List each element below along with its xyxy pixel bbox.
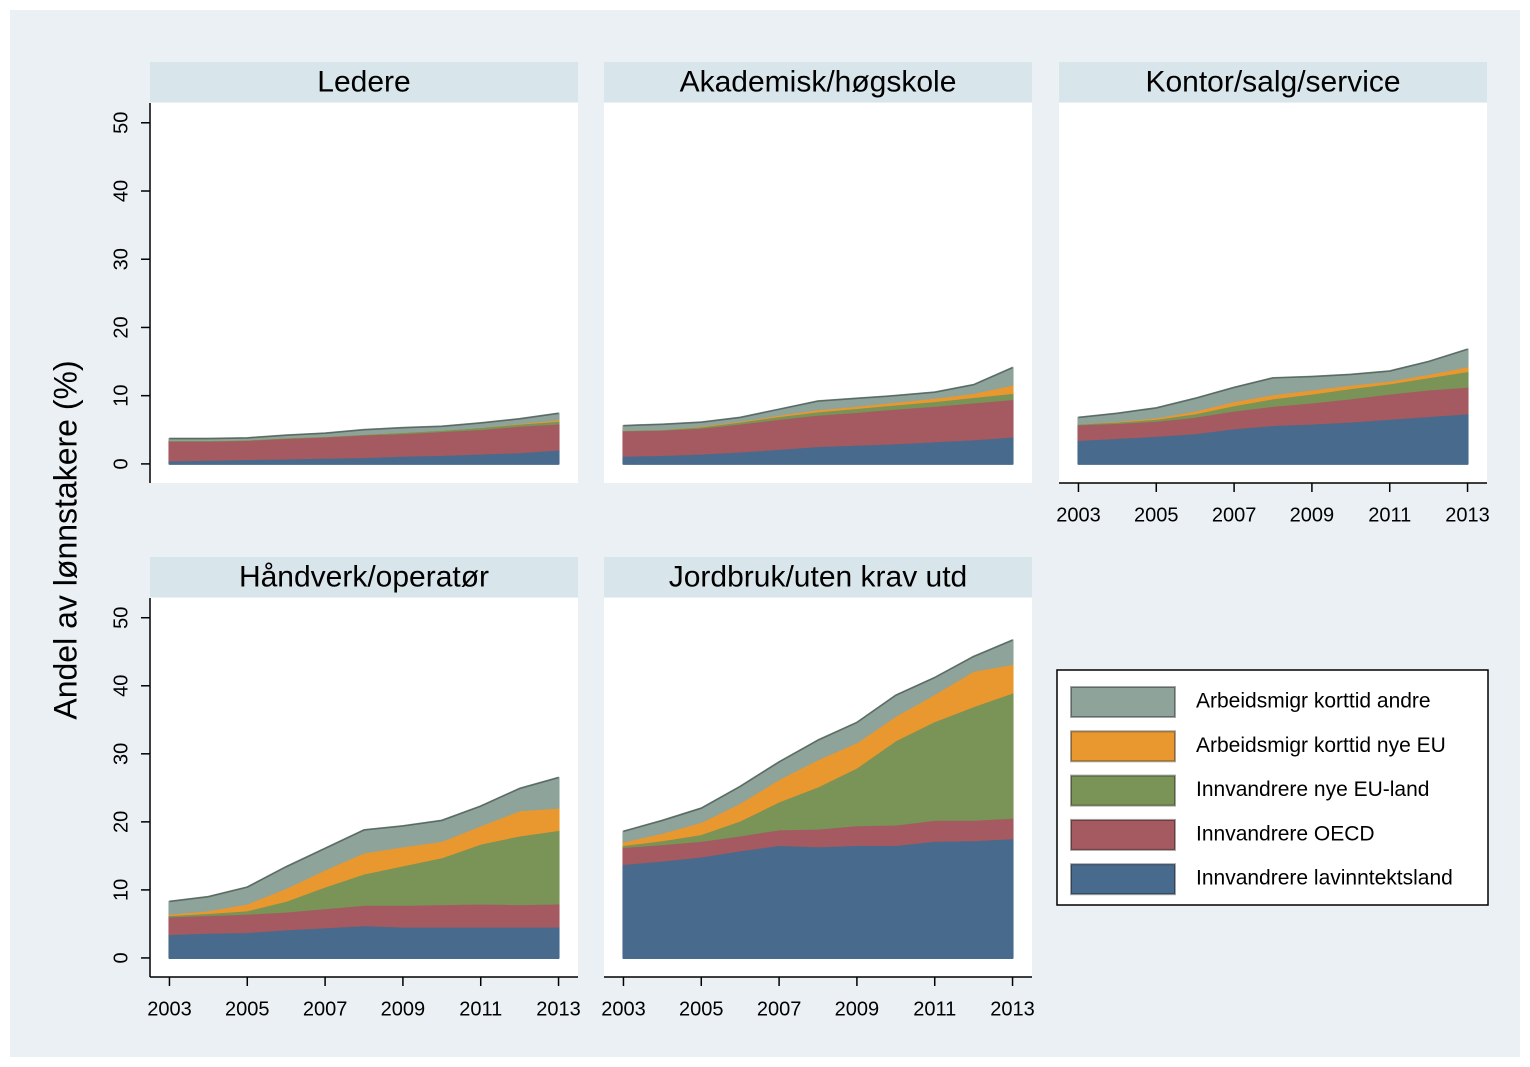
y-tick-label: 0 <box>110 458 132 469</box>
panel-title: Jordbruk/uten krav utd <box>669 560 968 593</box>
y-tick-label: 50 <box>110 112 132 134</box>
y-tick-label: 30 <box>110 248 132 270</box>
x-tick-label: 2011 <box>1368 504 1411 526</box>
legend-label: Innvandrere lavinntektsland <box>1196 867 1453 890</box>
panel-header <box>1059 62 1487 102</box>
panel-title: Kontor/salg/service <box>1145 65 1400 98</box>
x-tick-label: 2003 <box>601 998 646 1020</box>
area-edge <box>623 639 1013 833</box>
panel-title: Ledere <box>317 65 410 98</box>
area-edge <box>623 367 1013 427</box>
panel-title: Håndverk/operatør <box>239 560 489 593</box>
y-tick-label: 0 <box>110 952 132 963</box>
y-tick-label: 40 <box>110 675 132 697</box>
x-tick-label: 2013 <box>990 998 1035 1020</box>
area: Arbeidsmigr korttid andre <box>622 366 1014 431</box>
legend-label: Innvandrere OECD <box>1196 822 1375 845</box>
legend-swatch <box>1070 774 1176 807</box>
y-tick-label: 40 <box>110 180 132 202</box>
y-tick-label: 20 <box>110 316 132 338</box>
x-tick-label: 2003 <box>147 998 192 1020</box>
x-tick-label: 2007 <box>1212 504 1257 526</box>
x-tick-label: 2007 <box>303 998 348 1020</box>
x-tick-label: 2013 <box>1445 504 1490 526</box>
x-tick-label: 2011 <box>913 998 956 1020</box>
legend-label: Innvandrere nye EU-land <box>1196 778 1429 801</box>
x-tick-label: 2011 <box>459 998 502 1020</box>
y-axis-label: Andel av lønnstakere (%) <box>47 360 83 719</box>
area: Arbeidsmigr korttid andre <box>622 639 1014 843</box>
y-tick-label: 30 <box>110 743 132 765</box>
panel-header <box>604 62 1032 102</box>
area: Arbeidsmigr korttid andre <box>168 776 560 915</box>
x-tick-label: 2005 <box>1134 504 1179 526</box>
y-tick-label: 20 <box>110 811 132 833</box>
area-edge <box>169 412 559 440</box>
area: Arbeidsmigr korttid andre <box>168 412 560 442</box>
x-tick-label: 2005 <box>679 998 724 1020</box>
panel-title: Akademisk/høgskole <box>680 65 957 98</box>
area-edge <box>169 776 559 903</box>
x-tick-label: 2007 <box>757 998 802 1020</box>
panel-header <box>150 62 578 102</box>
x-tick-label: 2009 <box>381 998 426 1020</box>
y-tick-label: 50 <box>110 607 132 629</box>
area-edge <box>1078 348 1468 419</box>
x-tick-label: 2003 <box>1056 504 1101 526</box>
legend-label: Arbeidsmigr korttid andre <box>1196 690 1431 713</box>
legend-label: Arbeidsmigr korttid nye EU <box>1196 734 1446 757</box>
x-tick-label: 2009 <box>835 998 880 1020</box>
legend-swatch <box>1070 730 1176 763</box>
panel-header <box>604 557 1032 597</box>
legend-swatch <box>1070 863 1176 896</box>
area: Arbeidsmigr korttid andre <box>1077 348 1469 425</box>
x-tick-label: 2013 <box>536 998 581 1020</box>
y-tick-label: 10 <box>110 385 132 407</box>
x-tick-label: 2005 <box>225 998 270 1020</box>
y-tick-label: 10 <box>110 879 132 901</box>
panel-header <box>150 557 578 597</box>
x-tick-label: 2009 <box>1290 504 1335 526</box>
legend-swatch <box>1070 818 1176 851</box>
legend-swatch <box>1070 686 1176 718</box>
